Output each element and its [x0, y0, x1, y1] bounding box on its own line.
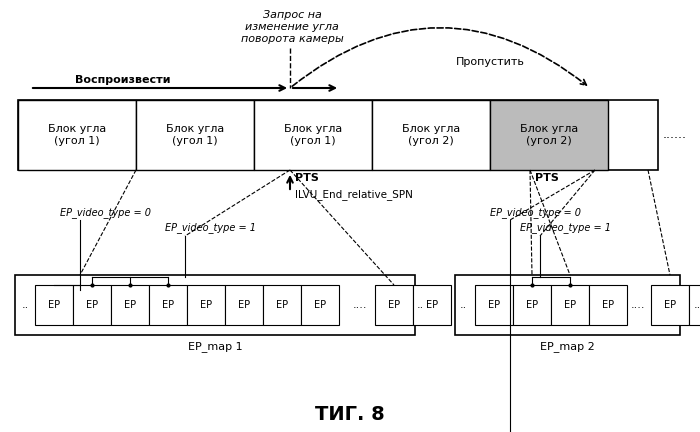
Text: ILVU_End_relative_SPN: ILVU_End_relative_SPN	[295, 190, 413, 200]
Text: ..: ..	[694, 300, 700, 310]
Text: EP: EP	[388, 300, 400, 310]
Text: EP_video_type = 0: EP_video_type = 0	[490, 207, 581, 219]
Text: Воспроизвести: Воспроизвести	[75, 75, 171, 85]
Bar	[35, 285, 73, 325]
Text: Блок угла
(угол 1): Блок угла (угол 1)	[166, 124, 224, 146]
Text: ..: ..	[22, 300, 29, 310]
Text: поворота камеры: поворота камеры	[241, 34, 344, 44]
Bar	[111, 285, 149, 325]
Bar	[187, 285, 225, 325]
Text: EP: EP	[48, 300, 60, 310]
Bar	[413, 285, 451, 325]
Text: ....: ....	[631, 300, 645, 310]
Text: Запрос на: Запрос на	[262, 10, 321, 20]
Text: EP: EP	[162, 300, 174, 310]
Bar	[589, 285, 627, 325]
Text: EP: EP	[276, 300, 288, 310]
Text: EP_video_type = 1: EP_video_type = 1	[165, 222, 256, 233]
Text: Блок угла
(угол 1): Блок угла (угол 1)	[284, 124, 342, 146]
Text: Блок угла
(угол 1): Блок угла (угол 1)	[48, 124, 106, 146]
Text: изменение угла: изменение угла	[245, 22, 339, 32]
Text: EP: EP	[426, 300, 438, 310]
Bar	[18, 100, 658, 170]
Text: ....: ....	[353, 300, 368, 310]
Text: PTS: PTS	[295, 173, 319, 183]
Text: EP_map 1: EP_map 1	[188, 342, 242, 353]
Text: EP: EP	[200, 300, 212, 310]
Bar	[455, 275, 680, 335]
Bar	[651, 285, 689, 325]
Bar	[254, 100, 372, 170]
Bar	[15, 275, 415, 335]
Bar	[475, 285, 513, 325]
Bar	[513, 285, 551, 325]
Bar	[551, 285, 589, 325]
Bar	[225, 285, 263, 325]
Text: EP: EP	[314, 300, 326, 310]
Bar	[18, 100, 136, 170]
Text: ΤИГ. 8: ΤИГ. 8	[315, 406, 385, 425]
Text: EP_map 2: EP_map 2	[540, 342, 595, 353]
Bar	[689, 285, 700, 325]
Bar	[263, 285, 301, 325]
Text: EP: EP	[86, 300, 98, 310]
Text: Блок угла
(угол 2): Блок угла (угол 2)	[402, 124, 460, 146]
Bar	[375, 285, 413, 325]
Text: ......: ......	[663, 128, 687, 142]
Bar	[73, 285, 111, 325]
Text: EP: EP	[124, 300, 136, 310]
Bar	[301, 285, 339, 325]
Bar	[149, 285, 187, 325]
Text: EP: EP	[564, 300, 576, 310]
Bar	[136, 100, 254, 170]
Text: EP: EP	[602, 300, 614, 310]
Text: EP_video_type = 1: EP_video_type = 1	[520, 222, 611, 233]
Bar	[490, 100, 608, 170]
Text: EP: EP	[664, 300, 676, 310]
Text: Пропустить: Пропустить	[456, 57, 524, 67]
Text: ..: ..	[416, 300, 424, 310]
Text: EP: EP	[488, 300, 500, 310]
Text: ..: ..	[459, 300, 467, 310]
Text: Блок угла
(угол 2): Блок угла (угол 2)	[520, 124, 578, 146]
Text: EP: EP	[526, 300, 538, 310]
Bar	[372, 100, 490, 170]
Text: EP: EP	[238, 300, 250, 310]
Text: PTS: PTS	[535, 173, 559, 183]
Text: EP_video_type = 0: EP_video_type = 0	[60, 207, 151, 219]
